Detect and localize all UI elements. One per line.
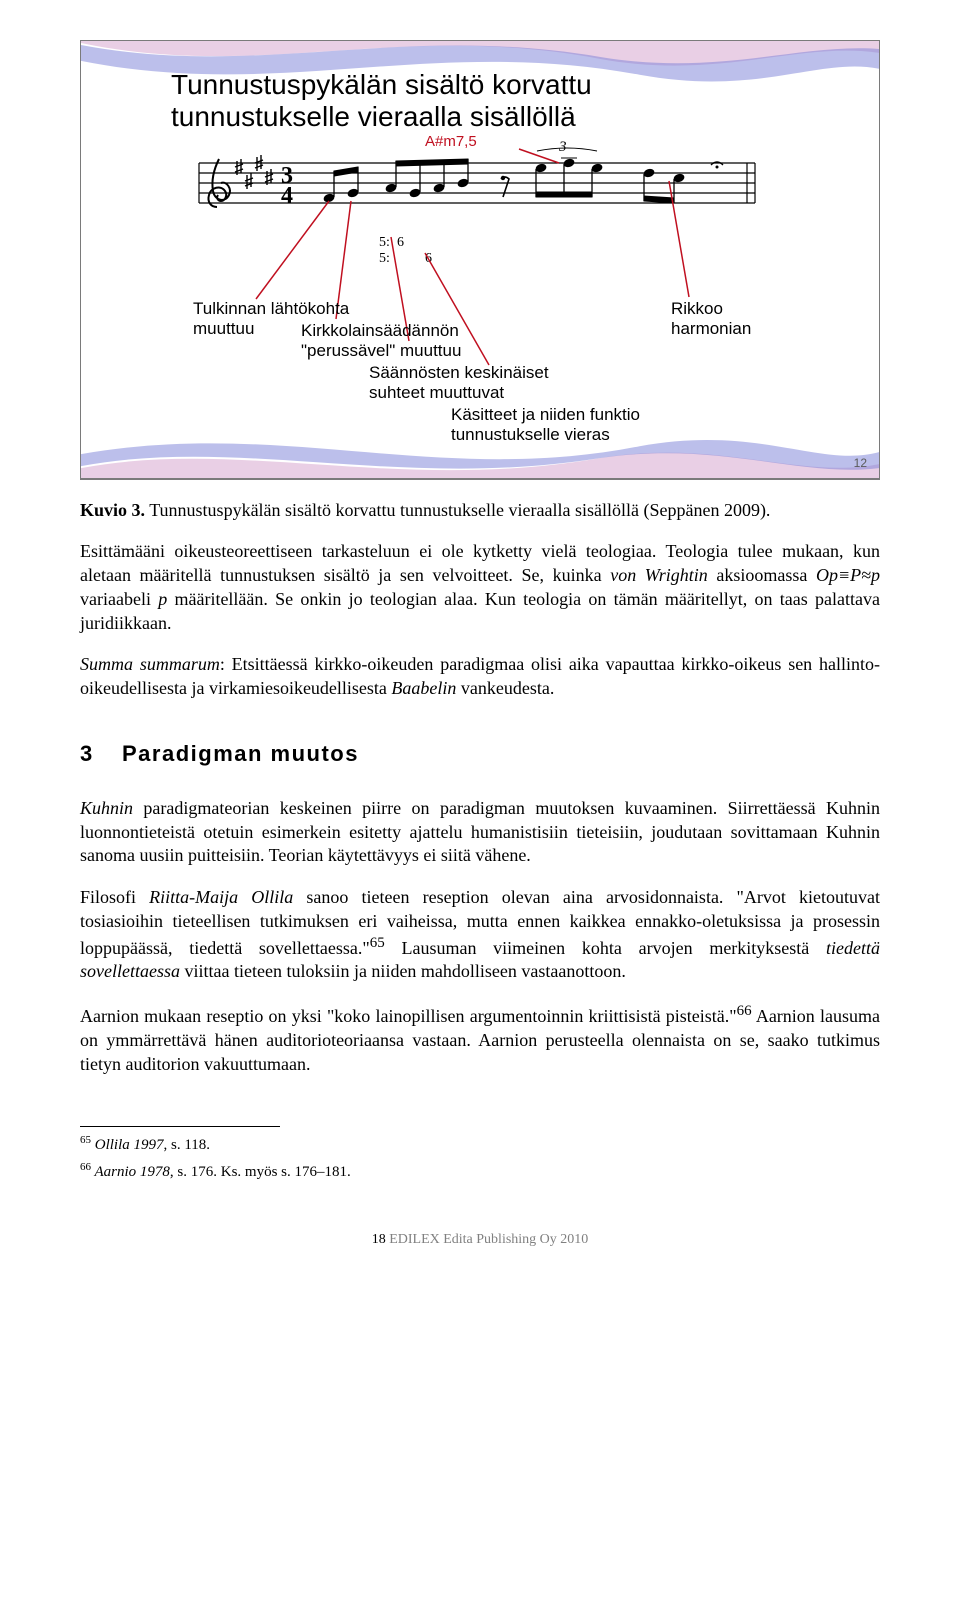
p1-formula: Op≡P≈p bbox=[816, 565, 880, 585]
p1b: aksioomassa bbox=[708, 565, 816, 585]
slide-title-line2: tunnustukselle vieraalla sisällöllä bbox=[171, 101, 576, 132]
ann-right1: Rikkoo bbox=[671, 299, 723, 318]
ann-low2: suhteet muuttuvat bbox=[369, 383, 504, 402]
triplet-mark: 3 bbox=[559, 139, 567, 156]
footnote-65: 65 Ollila 1997, s. 118. bbox=[80, 1133, 880, 1155]
ann-mid2: "perussävel" muuttuu bbox=[301, 341, 461, 360]
ann-low1: Säännösten keskinäiset bbox=[369, 363, 549, 382]
paragraph-2: Summa summarum: Etsittäessä kirkko-oikeu… bbox=[80, 653, 880, 701]
figbass-2b: 6 bbox=[425, 251, 432, 267]
slide-figure: Tunnustuspykälän sisältö korvattu tunnus… bbox=[80, 40, 880, 480]
ann-bot2: tunnustukselle vieras bbox=[451, 425, 610, 444]
footnote-rule bbox=[80, 1126, 280, 1127]
fn65-rest: , s. 118. bbox=[164, 1137, 211, 1153]
page-footer: 18 EDILEX Edita Publishing Oy 2010 bbox=[80, 1232, 880, 1248]
fn66-text: Aarnio 1978 bbox=[91, 1164, 170, 1180]
section-title: Paradigman muutos bbox=[122, 741, 359, 766]
figbass-2a: 5: bbox=[379, 251, 390, 267]
paragraph-5: Aarnion mukaan reseptio on yksi "koko la… bbox=[80, 1002, 880, 1076]
ann-tl2: muuttuu bbox=[193, 319, 254, 338]
section-num: 3 bbox=[80, 741, 122, 767]
p1c: variaabeli bbox=[80, 589, 158, 609]
ann-mid1: Kirkkolainsäädännön bbox=[301, 321, 459, 340]
footer-pub: EDILEX Edita Publishing Oy 2010 bbox=[386, 1232, 589, 1247]
p4d: viittaa tieteen tuloksiin ja niiden mahd… bbox=[180, 961, 626, 981]
p4c: Lausuman viimeinen kohta arvojen merkity… bbox=[385, 938, 826, 958]
p4a: Filosofi bbox=[80, 887, 149, 907]
section-heading: 3Paradigman muutos bbox=[80, 741, 880, 767]
figbass-1b: 6 bbox=[397, 235, 404, 251]
footer-page: 18 bbox=[372, 1232, 386, 1247]
paragraph-1: Esittämääni oikeusteoreettiseen tarkaste… bbox=[80, 540, 880, 635]
p4-sup: 65 bbox=[370, 935, 385, 951]
slide-title-line1: Tunnustuspykälän sisältö korvattu bbox=[171, 69, 592, 100]
ann-tl1: Tulkinnan lähtökohta bbox=[193, 299, 349, 318]
ann-right2: harmonian bbox=[671, 319, 751, 338]
paragraph-3: Kuhnin paradigmateorian keskeinen piirre… bbox=[80, 797, 880, 868]
p3-ital: Kuhnin bbox=[80, 798, 133, 818]
music-notation: 3 4 bbox=[181, 145, 765, 235]
ann-concepts: Käsitteet ja niiden funktio tunnustuksel… bbox=[451, 405, 640, 444]
paragraph-4: Filosofi Riitta-Maija Ollila sanoo tiete… bbox=[80, 886, 880, 984]
slide-page-number: 12 bbox=[854, 456, 867, 470]
p2-end: vankeudesta. bbox=[456, 678, 554, 698]
figbass-1a: 5: bbox=[379, 235, 390, 251]
svg-text:4: 4 bbox=[281, 183, 293, 209]
fn66-rest: , s. 176. Ks. myös s. 176–181. bbox=[170, 1164, 351, 1180]
p2-lead: Summa summarum bbox=[80, 654, 220, 674]
figure-caption: Kuvio 3. Tunnustuspykälän sisältö korvat… bbox=[80, 498, 880, 522]
p5a: Aarnion mukaan reseptio on yksi "koko la… bbox=[80, 1006, 737, 1026]
p5-sup: 66 bbox=[737, 1003, 752, 1019]
fn66-num: 66 bbox=[80, 1161, 91, 1173]
p2-ital: Baabelin bbox=[391, 678, 456, 698]
caption-label: Kuvio 3. bbox=[80, 500, 145, 520]
p4-ital: Riitta-Maija Ollila bbox=[149, 887, 293, 907]
ann-bot1: Käsitteet ja niiden funktio bbox=[451, 405, 640, 424]
ann-rules-relations: Säännösten keskinäiset suhteet muuttuvat bbox=[369, 363, 549, 402]
p1d: määritellään. Se onkin jo teologian alaa… bbox=[80, 589, 880, 633]
chord-label: A#m7,5 bbox=[425, 133, 477, 150]
fn65-text: Ollila 1997 bbox=[91, 1137, 164, 1153]
slide-title: Tunnustuspykälän sisältö korvattu tunnus… bbox=[171, 69, 592, 133]
p3b: paradigmateorian keskeinen piirre on par… bbox=[80, 798, 880, 866]
caption-text: Tunnustuspykälän sisältö korvattu tunnus… bbox=[145, 500, 770, 520]
p1p: p bbox=[158, 589, 167, 609]
p1-ital: von Wrightin bbox=[610, 565, 708, 585]
fn65-num: 65 bbox=[80, 1134, 91, 1146]
music-staff: 3 4 bbox=[181, 145, 765, 235]
ann-harmony: Rikkoo harmonian bbox=[671, 299, 751, 338]
footnote-66: 66 Aarnio 1978, s. 176. Ks. myös s. 176–… bbox=[80, 1160, 880, 1182]
ann-church-law: Kirkkolainsäädännön "perussävel" muuttuu bbox=[301, 321, 461, 360]
